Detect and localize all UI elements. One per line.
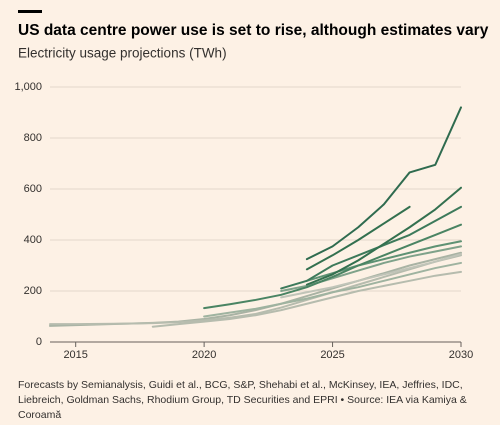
x-tick-label: 2030 [449,349,473,361]
chart-title: US data centre power use is set to rise,… [18,22,489,39]
series-line [305,240,462,282]
series-line [305,106,462,261]
y-tick-label: 1,000 [14,81,42,93]
series-line [203,223,462,310]
y-tick-label: 800 [24,132,42,144]
title-bar [18,10,42,13]
y-tick-label: 0 [36,336,42,348]
series-line [151,270,462,328]
x-tick-label: 2025 [320,349,344,361]
y-tick-label: 600 [24,183,42,195]
series-line [305,186,462,286]
x-tick-label: 2020 [192,349,216,361]
series-line [203,261,462,318]
y-tick-label: 400 [24,234,42,246]
series-line [280,253,462,299]
chart-subtitle: Electricity usage projections (TWh) [18,46,227,61]
y-tick-label: 200 [24,285,42,297]
series-line [49,254,462,326]
source-note: Forecasts by Semianalysis, Guidi et al.,… [18,379,467,421]
series-line [280,205,462,290]
x-tick-label: 2015 [63,349,87,361]
series-line [305,205,411,271]
